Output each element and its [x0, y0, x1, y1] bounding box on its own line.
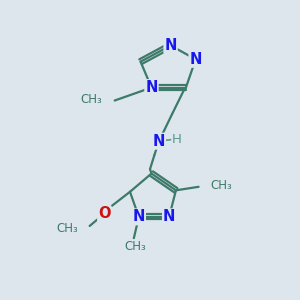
Text: N: N [145, 80, 158, 95]
Text: CH₃: CH₃ [210, 179, 232, 192]
Text: CH₃: CH₃ [81, 93, 102, 106]
Text: H: H [172, 133, 182, 146]
Text: N: N [190, 52, 202, 67]
Text: N: N [133, 209, 145, 224]
Text: N: N [164, 38, 177, 53]
Text: N: N [153, 134, 165, 149]
Text: CH₃: CH₃ [57, 222, 79, 235]
Text: N: N [163, 209, 175, 224]
Text: O: O [98, 206, 111, 221]
Text: CH₃: CH₃ [124, 240, 146, 253]
